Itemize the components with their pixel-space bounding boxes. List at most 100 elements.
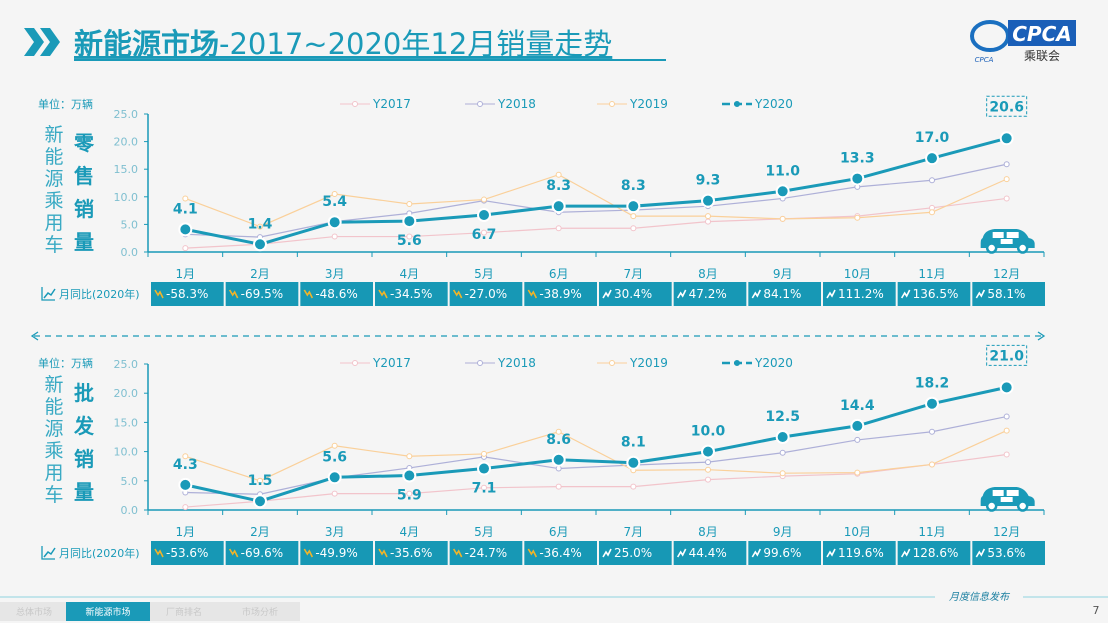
data-label: 8.1 [621, 435, 646, 451]
svg-text:CPCA: CPCA [975, 56, 994, 64]
yoy-cell: -38.9% [524, 282, 597, 306]
data-point [701, 193, 715, 208]
unit-label: 单位：万辆 [38, 97, 93, 111]
data-label: 5.6 [397, 233, 422, 249]
yoy-value: -24.7% [465, 546, 507, 560]
legend-label: Y2019 [629, 356, 668, 370]
footer-tab-label: 市场分析 [242, 606, 278, 618]
yoy-table: 月同比(2020年) -58.3% -69.5% -48.6% -34.5% -27.0%… [41, 282, 1045, 306]
x-tick-label: 4月 [400, 267, 420, 281]
yoy-value: -49.9% [315, 546, 357, 560]
yoy-value: 53.6% [987, 546, 1025, 560]
data-label: 17.0 [915, 130, 950, 146]
x-tick-label: 10月 [844, 267, 871, 281]
x-tick-label: 9月 [773, 267, 793, 281]
yoy-cell-bg [897, 282, 971, 306]
yoy-value: 128.6% [913, 546, 959, 560]
yoy-cell: -69.5% [225, 282, 299, 306]
data-point [406, 490, 413, 497]
data-point [630, 213, 637, 220]
svg-text:乘联会: 乘联会 [1024, 49, 1060, 63]
series-line [185, 197, 1007, 249]
legend-item-y2019: Y2019 [597, 356, 668, 370]
x-tick-label: 5月 [474, 525, 494, 539]
side-label-char: 车 [44, 484, 63, 506]
highlight-box [986, 95, 1028, 117]
yoy-cell: 58.1% [972, 282, 1045, 306]
yoy-value: 30.4% [614, 287, 652, 301]
footer-tab-label: 厂商排名 [166, 606, 202, 618]
data-point [925, 396, 939, 411]
yoy-value: -69.6% [241, 546, 283, 560]
data-point [929, 461, 935, 468]
yoy-value: -38.9% [539, 287, 581, 301]
footer-tab-4[interactable]: 市场分析 [242, 606, 278, 618]
data-point [331, 442, 338, 449]
data-point [481, 484, 487, 491]
trend-up-icon [826, 289, 836, 299]
trend-chart-icon [41, 546, 55, 560]
car-icon [980, 487, 1035, 512]
data-point [178, 477, 193, 492]
car-window [1006, 232, 1019, 238]
series-line [185, 174, 1007, 228]
yoy-cell: 99.6% [748, 541, 821, 565]
trend-down-icon [452, 548, 463, 558]
trend-down-icon [378, 289, 388, 299]
data-point [551, 452, 566, 467]
series-y2020: 4.3 1.5 5.6 5.9 7.1 8.6 8.1 10.0 12.5 14.4 18.2 21.… [173, 344, 1028, 509]
svg-text:CPCA: CPCA [1012, 22, 1072, 46]
yoy-value: 58.1% [987, 287, 1025, 301]
data-label: 8.3 [546, 178, 571, 194]
yoy-cell-bg [673, 541, 747, 565]
data-point [327, 470, 342, 485]
legend-label: Y2019 [629, 97, 668, 111]
x-tick-label: 3月 [325, 525, 345, 539]
footer-tab-3[interactable]: 厂商排名 [166, 606, 202, 618]
yoy-label: 月同比(2020年) [59, 287, 140, 301]
side-label-char: 用 [44, 212, 63, 234]
yoy-cell: -69.6% [225, 541, 299, 565]
data-point [477, 461, 491, 476]
data-point [406, 200, 413, 207]
yoy-cell-bg [225, 541, 299, 565]
data-point [555, 225, 562, 232]
legend-item-y2017: Y2017 [340, 97, 411, 111]
car-window [992, 490, 1004, 496]
trend-chart-icon-line [43, 547, 56, 558]
legend-marker [352, 360, 358, 366]
yoy-cell: 119.6% [823, 541, 896, 565]
yoy-cell: 47.2% [673, 282, 747, 306]
data-point [481, 229, 487, 236]
yoy-cell: 84.1% [748, 282, 821, 306]
trend-down-icon [228, 289, 239, 299]
y-tick-label: 0.0 [121, 504, 139, 517]
yoy-value: -69.5% [241, 287, 283, 301]
legend-item-y2017: Y2017 [340, 356, 411, 370]
data-label: 11.0 [765, 163, 800, 179]
yoy-cell-bg [897, 541, 971, 565]
page-title: 新能源市场-2017~2020年12月销量走势 [74, 27, 612, 61]
data-point [551, 199, 566, 214]
yoy-cell: -49.9% [300, 541, 373, 565]
series-y2017 [182, 195, 1010, 252]
x-tick-label: 7月 [624, 525, 644, 539]
data-point [555, 171, 562, 178]
legend-label: Y2017 [372, 356, 411, 370]
data-point [705, 466, 711, 473]
yoy-cell-bg [300, 282, 373, 306]
section-divider [30, 331, 1046, 341]
series-line [185, 415, 1007, 495]
yoy-cell-bg [748, 541, 821, 565]
data-label: 7.1 [472, 481, 497, 497]
footer-tab-2[interactable]: 新能源市场 [66, 602, 150, 621]
trend-down-icon [228, 548, 239, 558]
yoy-cell-bg [524, 541, 597, 565]
panel-title-char: 售 [74, 164, 94, 188]
x-tick-label: 4月 [400, 525, 420, 539]
footer-tab-1[interactable]: 总体市场 [16, 606, 52, 618]
data-point [779, 470, 786, 477]
data-point [705, 218, 711, 225]
legend-label: Y2020 [754, 97, 793, 111]
